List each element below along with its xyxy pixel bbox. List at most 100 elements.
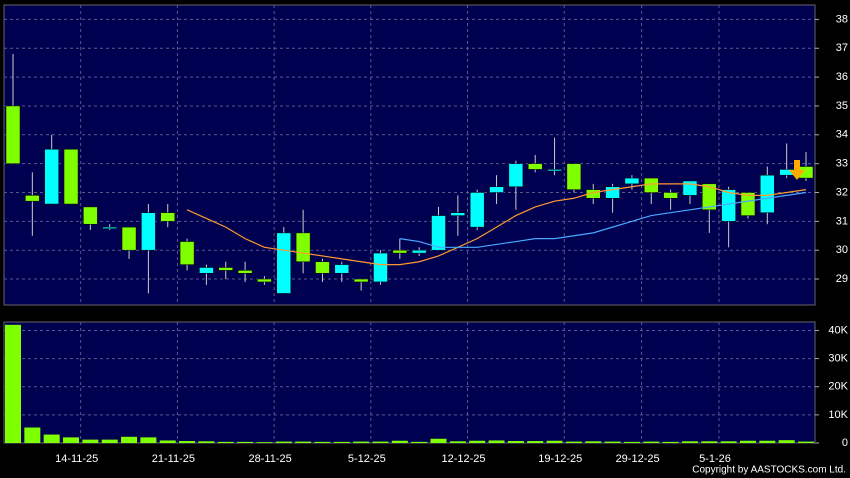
volume-bar <box>353 441 370 443</box>
volume-bar <box>140 437 157 443</box>
volume-bar <box>527 441 544 443</box>
volume-bar <box>469 440 486 443</box>
candle-body <box>721 189 736 222</box>
volume-bar <box>623 441 640 443</box>
candle-body <box>257 278 272 283</box>
volume-bar <box>759 440 776 443</box>
candle-body <box>527 163 543 170</box>
candle-body <box>508 163 524 187</box>
volume-bar <box>488 440 505 443</box>
candle-body <box>547 169 562 172</box>
volume-bar <box>778 440 795 443</box>
candle-body <box>141 212 156 251</box>
candle-body <box>469 192 485 228</box>
y-tick-label: 35 <box>836 100 848 112</box>
candle-body <box>63 148 79 205</box>
candle-body <box>450 212 466 216</box>
candle-body <box>740 192 756 216</box>
y-tick-label: 0 <box>842 437 848 449</box>
volume-bar <box>391 440 408 443</box>
y-tick-label: 30K <box>828 352 848 364</box>
candle-body <box>489 186 504 193</box>
y-tick-label: 40K <box>828 324 848 336</box>
volume-bar <box>82 439 99 443</box>
copyright: Copyright by AASTOCKS.com Ltd. <box>692 465 846 476</box>
x-tick-label: 19-12-25 <box>538 453 582 465</box>
volume-bar <box>256 442 273 443</box>
y-tick-label: 32 <box>836 186 848 198</box>
candle-body <box>102 226 117 229</box>
candle-body <box>760 174 775 213</box>
volume-bar <box>5 324 21 443</box>
volume-bar <box>333 441 350 443</box>
y-tick-label: 30 <box>836 244 848 256</box>
candle-body <box>411 249 427 254</box>
volume-bar <box>295 441 312 443</box>
candle-body <box>25 195 40 202</box>
x-tick-label: 28-11-25 <box>249 453 292 465</box>
volume-bar <box>121 436 138 443</box>
candle-body <box>644 177 659 193</box>
candle-body <box>315 261 330 274</box>
x-tick-label: 5-12-25 <box>348 453 386 465</box>
candle-body <box>702 183 717 211</box>
candle-body <box>121 226 137 251</box>
candle-body <box>83 206 98 225</box>
volume-bar <box>643 441 660 443</box>
volume-bar <box>411 441 428 443</box>
candle-body <box>605 186 620 199</box>
volume-bar <box>720 441 737 443</box>
volume-bar <box>198 441 215 443</box>
candle-body <box>585 189 601 199</box>
candle-body <box>5 105 21 164</box>
volume-bar <box>24 427 41 443</box>
volume-bar <box>63 437 80 443</box>
candle-body <box>353 278 369 283</box>
x-tick-label: 14-11-25 <box>55 453 98 465</box>
volume-bar <box>43 434 60 443</box>
y-tick-label: 33 <box>836 158 848 170</box>
volume-bar <box>604 441 621 443</box>
volume-bar <box>798 441 814 443</box>
candle-body <box>373 252 388 283</box>
volume-bar <box>179 441 196 443</box>
plot-layer: 29 30 31 32 33 34 35 36 37 38 14-11-25 21-11-25 28-1… <box>4 5 849 465</box>
candle-body <box>295 232 311 262</box>
volume-panel <box>3 321 816 444</box>
x-tick-label: 5-1-26 <box>699 453 731 465</box>
volume-bar <box>546 440 563 443</box>
candle-body <box>199 267 214 274</box>
y-tick-label: 38 <box>836 13 848 25</box>
volume-bar <box>314 441 331 443</box>
volume-bar <box>701 441 718 443</box>
candle-body <box>392 249 408 254</box>
volume-bar <box>217 441 234 443</box>
volume-bar <box>681 441 698 443</box>
volume-bar <box>430 438 447 443</box>
volume-bar <box>275 441 292 443</box>
price-panel <box>3 4 816 306</box>
volume-bar <box>372 441 389 443</box>
candle-body <box>237 270 253 274</box>
volume-bar <box>565 441 582 443</box>
candle-body <box>431 215 446 251</box>
candle-body <box>160 212 175 222</box>
candle-body <box>663 192 678 199</box>
volume-bar <box>449 441 466 443</box>
candle-body <box>334 264 350 274</box>
candle-body <box>44 148 59 205</box>
volume-bar <box>159 440 176 443</box>
moving-average <box>399 191 807 248</box>
x-tick-label: 29-12-25 <box>616 453 660 465</box>
candle-body <box>682 180 698 196</box>
candle-body <box>624 177 640 185</box>
volume-bar <box>662 441 679 443</box>
y-tick-label: 31 <box>836 215 848 227</box>
volume-bar <box>101 439 118 443</box>
y-tick-label: 29 <box>836 273 848 285</box>
y-tick-label: 34 <box>836 129 848 141</box>
y-tick-label: 20K <box>828 381 848 393</box>
volume-bar <box>585 441 602 443</box>
y-tick-label: 36 <box>836 71 848 83</box>
